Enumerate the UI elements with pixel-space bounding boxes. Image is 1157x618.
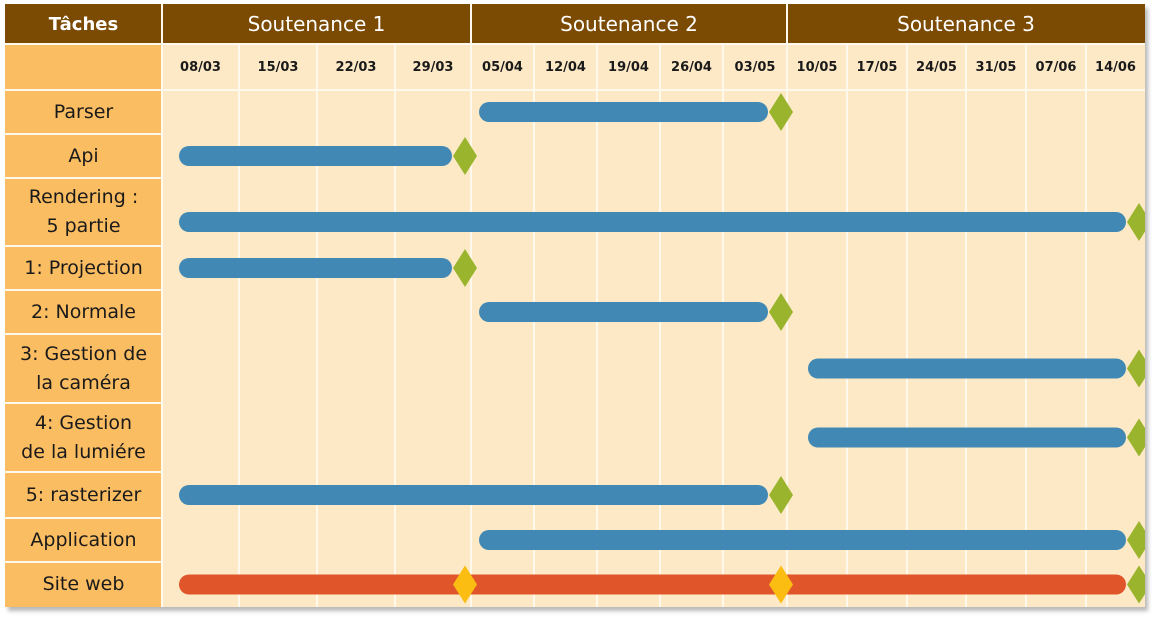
column-divider — [238, 44, 240, 607]
date-label: 10/05 — [787, 44, 847, 90]
task-label: 4: Gestion de la lumiére — [5, 403, 162, 472]
column-divider — [533, 44, 535, 607]
task-label: Rendering : 5 partie — [5, 178, 162, 246]
milestone-diamond — [769, 293, 793, 331]
row-divider — [5, 289, 162, 291]
phase-header-2: Soutenance 2 — [471, 4, 787, 44]
task-label: Application — [5, 518, 162, 562]
milestone-diamond — [769, 476, 793, 514]
row-divider — [5, 133, 162, 135]
task-bar — [479, 302, 768, 322]
milestone-diamond — [453, 565, 477, 604]
date-label: 22/03 — [317, 44, 395, 90]
milestone-diamond — [453, 137, 477, 175]
date-label: 05/04 — [471, 44, 534, 90]
date-label: 03/05 — [723, 44, 787, 90]
row-divider — [5, 245, 162, 247]
column-divider — [1085, 44, 1087, 607]
phase-divider — [786, 4, 788, 44]
task-bar — [179, 212, 1126, 232]
row-divider — [5, 561, 162, 563]
date-label: 15/03 — [239, 44, 317, 90]
task-bar — [179, 485, 768, 505]
date-label: 29/03 — [395, 44, 471, 90]
task-bar — [808, 358, 1126, 379]
column-divider — [965, 44, 967, 607]
task-label: 5: rasterizer — [5, 472, 162, 518]
date-row-corner — [5, 44, 162, 90]
column-divider — [722, 44, 724, 607]
column-divider — [1025, 44, 1027, 607]
milestone-diamond — [1127, 418, 1145, 457]
date-label: 14/06 — [1086, 44, 1145, 90]
milestone-diamond — [1127, 565, 1145, 604]
row-divider — [5, 177, 162, 179]
tasks-header: Tâches — [5, 4, 162, 44]
date-label: 12/04 — [534, 44, 597, 90]
column-divider — [316, 44, 318, 607]
task-label: Api — [5, 134, 162, 178]
phase-header-1: Soutenance 1 — [162, 4, 471, 44]
row-divider — [5, 333, 162, 335]
column-divider — [470, 44, 472, 607]
gantt-chart: Tâches Soutenance 1 Soutenance 2 Soutenance… — [5, 4, 1145, 607]
milestone-diamond — [1127, 521, 1145, 559]
phase-divider — [161, 4, 163, 44]
row-divider — [5, 43, 1145, 45]
bars-layer — [179, 93, 1145, 604]
date-label: 26/04 — [660, 44, 723, 90]
date-label: 19/04 — [597, 44, 660, 90]
task-bar — [179, 574, 1126, 595]
phase-header-3: Soutenance 3 — [787, 4, 1145, 44]
date-label: 31/05 — [966, 44, 1026, 90]
task-bar — [808, 427, 1126, 448]
milestone-diamond — [769, 565, 793, 604]
row-divider — [5, 402, 162, 404]
row-divider — [5, 471, 162, 473]
task-label: 1: Projection — [5, 246, 162, 290]
milestone-diamond — [769, 93, 793, 131]
date-label: 24/05 — [907, 44, 966, 90]
task-bar — [479, 530, 1126, 550]
task-label: Parser — [5, 90, 162, 134]
milestone-diamond — [1127, 203, 1145, 241]
task-bar — [179, 258, 452, 278]
milestone-diamond — [1127, 349, 1145, 388]
column-divider — [161, 44, 163, 607]
task-label: Site web — [5, 562, 162, 607]
column-divider — [596, 44, 598, 607]
column-divider — [786, 44, 788, 607]
row-divider — [5, 89, 1145, 91]
task-bar — [179, 146, 452, 166]
milestone-diamond — [453, 249, 477, 287]
task-label: 2: Normale — [5, 290, 162, 334]
task-label: 3: Gestion de la caméra — [5, 334, 162, 403]
column-divider — [659, 44, 661, 607]
date-label: 17/05 — [847, 44, 907, 90]
date-label: 08/03 — [162, 44, 239, 90]
row-divider — [5, 517, 162, 519]
column-divider — [394, 44, 396, 607]
phase-divider — [470, 4, 472, 44]
column-divider — [846, 44, 848, 607]
date-label: 07/06 — [1026, 44, 1086, 90]
task-bar — [479, 102, 768, 122]
column-divider — [906, 44, 908, 607]
